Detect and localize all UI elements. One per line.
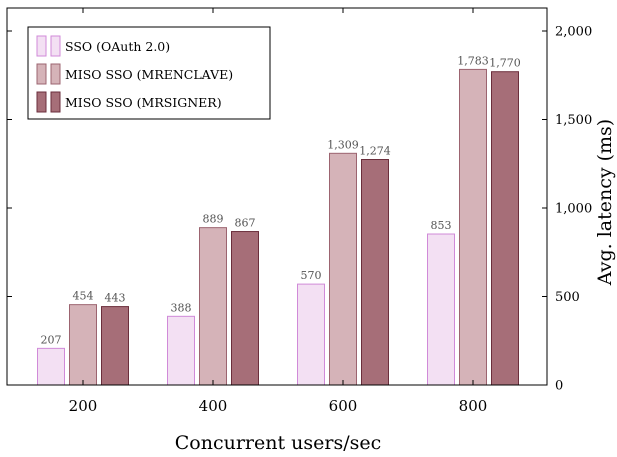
bar-s1-600 [329,152,357,386]
x-tick-label-200: 200 [69,397,98,415]
x-tick-label-600: 600 [329,397,358,415]
value-label-s2-800: 1,770 [489,57,521,70]
bar-s2-800 [491,71,519,386]
bar-s2-600 [361,159,389,386]
y-tick-label-1500: 1,500 [555,113,592,128]
bar-s1-800 [459,68,487,386]
value-label-s1-400: 889 [203,213,224,226]
value-label-s0-200: 207 [41,333,62,346]
x-tick-label-800: 800 [459,397,488,415]
value-label-s2-400: 867 [235,217,256,230]
y-tick-label-2000: 2,000 [555,25,592,40]
value-label-s0-400: 388 [171,301,192,314]
bar-s0-600 [297,283,325,386]
bar-s0-800 [427,233,455,386]
legend-swatch-b-s0 [50,35,61,57]
value-label-s2-600: 1,274 [359,145,391,158]
legend-swatch-a-s0 [36,35,47,57]
y-axis-title: Avg. latency (ms) [594,119,616,286]
value-label-s1-800: 1,783 [457,54,489,67]
bars-layer [37,68,519,386]
legend-label-s2: MISO SSO (MRSIGNER) [65,95,222,110]
bar-s1-400 [199,227,227,386]
bar-s2-400 [231,231,259,386]
bar-s1-200 [69,304,97,386]
y-tick-label-1000: 1,000 [555,202,592,217]
legend-swatch-a-s1 [36,63,47,85]
legend-box [27,26,271,120]
legend: SSO (OAuth 2.0) MISO SSO (MRENCLAVE) MISO … [27,26,271,120]
bar-s0-200 [37,347,65,386]
value-label-s1-600: 1,309 [327,138,359,151]
bar-s0-400 [167,315,195,386]
legend-swatch-a-s2 [36,91,47,113]
y-tick-label-500: 500 [555,290,580,305]
x-axis-title: Concurrent users/sec [175,432,382,454]
plot-frame [6,7,548,386]
bar-s2-200 [101,306,129,386]
value-label-s1-200: 454 [73,290,94,303]
legend-label-s1: MISO SSO (MRENCLAVE) [65,67,233,82]
legend-swatch-b-s1 [50,63,61,85]
legend-swatch-b-s2 [50,91,61,113]
labels-layer: 207 388 570 853 454 889 1,309 1,783 443 867 1,274 1… [41,25,593,416]
value-label-s2-200: 443 [105,292,126,305]
value-label-s0-800: 853 [431,219,452,232]
legend-label-s0: SSO (OAuth 2.0) [65,39,170,54]
y-tick-label-0: 0 [555,379,563,394]
x-tick-label-400: 400 [199,397,228,415]
value-label-s0-600: 570 [301,269,322,282]
axes-layer [6,7,548,386]
